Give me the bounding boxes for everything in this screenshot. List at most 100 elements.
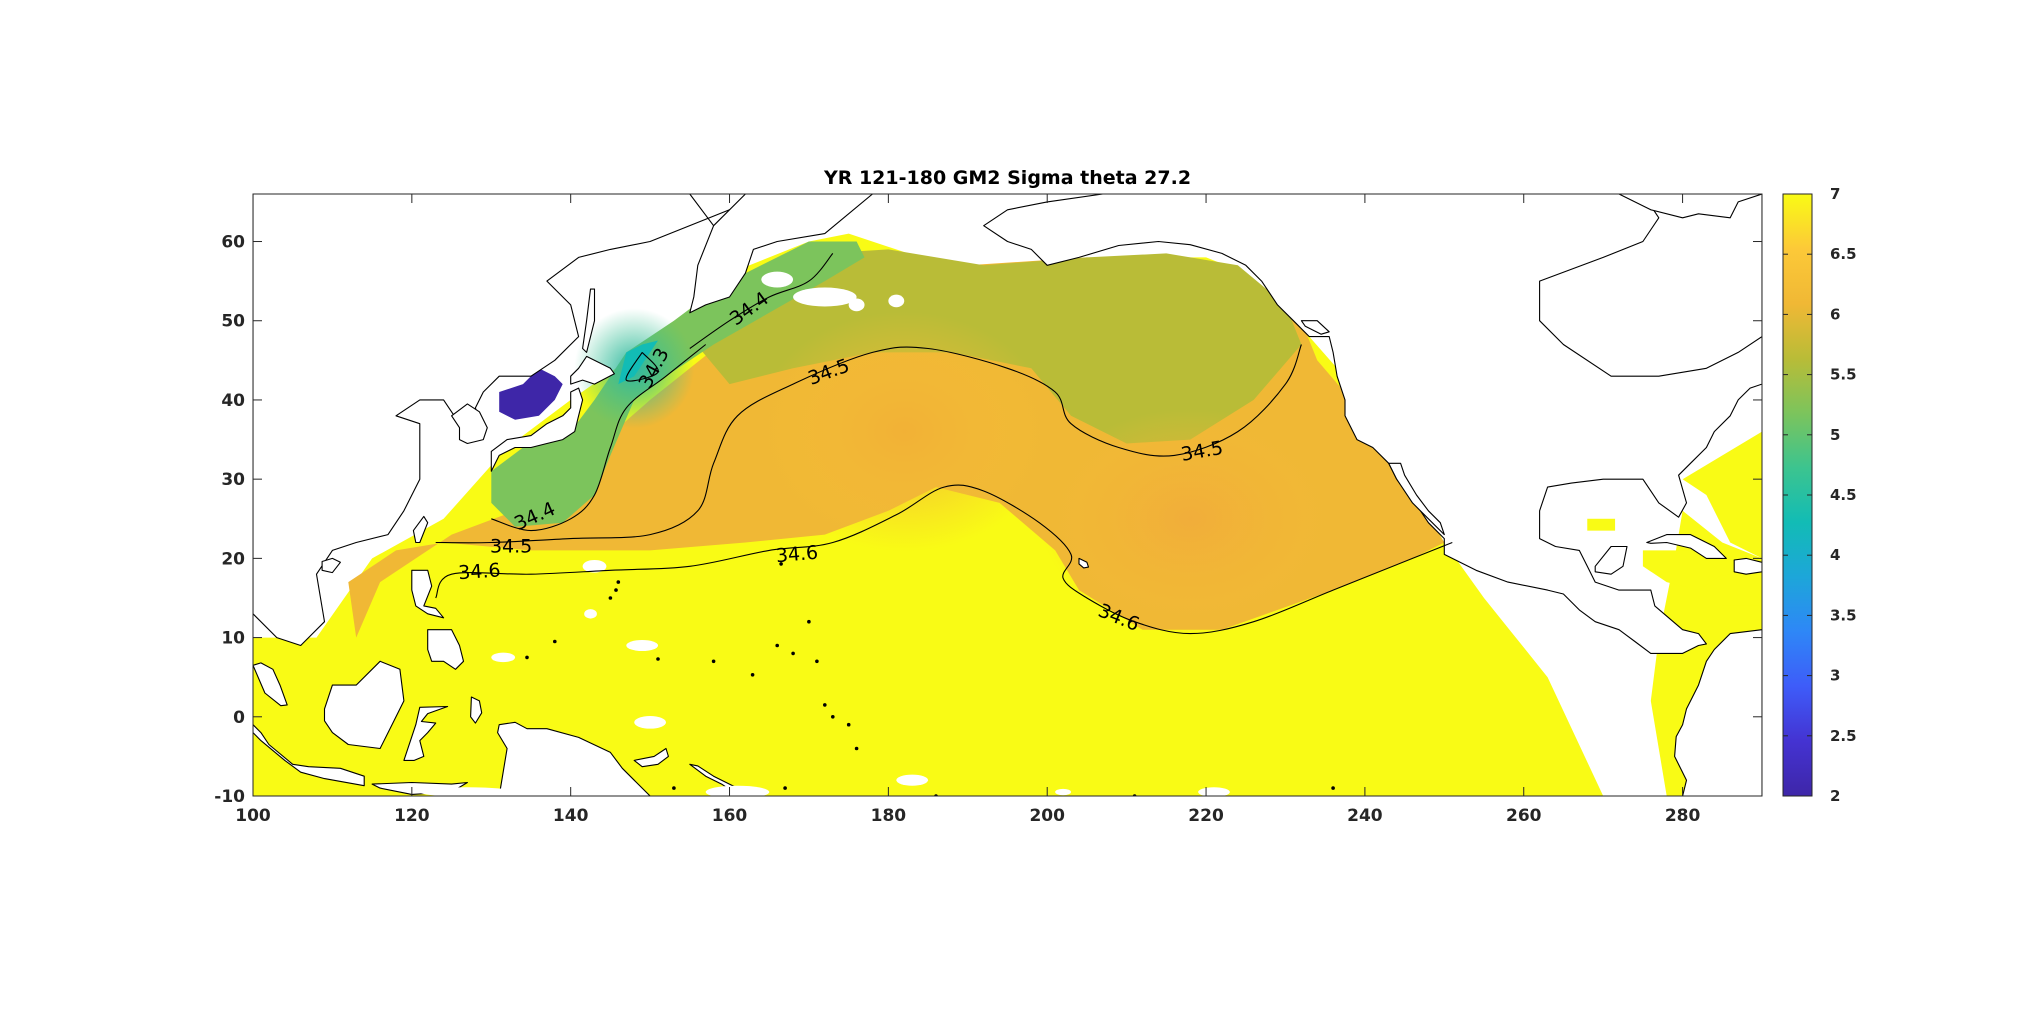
island-dot xyxy=(1331,786,1335,790)
hawaii-land xyxy=(1078,557,1090,569)
ocean-field xyxy=(253,233,1762,796)
land-mask xyxy=(253,194,1762,796)
no-data-patch xyxy=(491,652,516,663)
island-dot xyxy=(608,596,613,600)
colorbar-ticks: 7 6.5 6 5.5 5 4.5 4 3.5 3 2.5 2 xyxy=(1783,185,1857,805)
island-dot xyxy=(711,659,716,664)
y-tick-label: 20 xyxy=(221,549,245,569)
salinity-contours xyxy=(435,253,1453,635)
y-axis: 60 50 40 30 20 10 0 -10 xyxy=(214,233,1762,807)
y-tick-label: 30 xyxy=(221,470,245,490)
y-tick-label: 40 xyxy=(221,391,245,411)
contour-label: 34.5 xyxy=(490,536,532,558)
contour-34-3 xyxy=(625,352,659,382)
y-tick-label: 50 xyxy=(221,312,245,332)
island-dot xyxy=(614,588,618,592)
hokkaido-land xyxy=(570,355,615,385)
island-dot xyxy=(791,651,795,656)
no-data-patch xyxy=(705,785,770,796)
colorbar-tick-label: 5 xyxy=(1830,426,1840,444)
borneo-land xyxy=(323,660,405,750)
x-tick-label: 220 xyxy=(1188,806,1224,826)
south-america-land xyxy=(1674,629,1762,796)
y-tick-label: 0 xyxy=(233,708,245,728)
x-axis: 100 120 140 160 180 200 220 240 260 280 xyxy=(235,194,1700,826)
atlantic-field xyxy=(1658,431,1762,638)
vancouver-land xyxy=(1300,320,1330,335)
contour-34-4 xyxy=(689,253,834,349)
korea-land xyxy=(451,403,488,445)
contour-34-5 xyxy=(435,344,1302,544)
colorbar: 7 6.5 6 5.5 5 4.5 4 3.5 3 2.5 2 xyxy=(1782,185,1857,805)
sumatra-java-land xyxy=(253,724,365,787)
island-dot xyxy=(656,657,660,661)
sakhalin-land xyxy=(582,288,596,353)
colorbar-tick-label: 2 xyxy=(1830,787,1840,805)
x-tick-label: 280 xyxy=(1665,806,1701,826)
no-data-patch xyxy=(634,715,666,729)
no-data-patch xyxy=(419,787,516,796)
colorbar-tick-label: 6 xyxy=(1830,305,1840,323)
y-tick-label: 10 xyxy=(221,629,245,649)
colorbar-tick-label: 4 xyxy=(1830,546,1840,564)
island-dot xyxy=(672,786,676,790)
baja-land xyxy=(1388,462,1445,536)
x-tick-label: 140 xyxy=(553,806,589,826)
y-tick-label: 60 xyxy=(221,233,245,253)
island-dot xyxy=(783,786,787,790)
contour-label: 34.6 xyxy=(775,542,819,568)
island-dot xyxy=(854,746,859,751)
no-data-patch xyxy=(848,298,865,312)
no-data-patch xyxy=(1055,788,1072,796)
luzon-land xyxy=(411,569,445,619)
chart-title: YR 121-180 GM2 Sigma theta 27.2 xyxy=(823,167,1191,189)
no-data-patch xyxy=(582,559,607,573)
no-data-patch xyxy=(584,609,597,619)
island-dot xyxy=(750,673,755,677)
colorbar-tick-label: 5.5 xyxy=(1830,366,1857,384)
sulawesi-land xyxy=(403,705,449,761)
colorbar-tick-label: 3.5 xyxy=(1830,606,1857,624)
gulf-patch xyxy=(1587,518,1616,531)
x-tick-label: 240 xyxy=(1347,806,1383,826)
y-tick-label: -10 xyxy=(214,787,245,807)
gyre-core-west xyxy=(754,311,1055,552)
x-tick-label: 120 xyxy=(394,806,430,826)
island-dot xyxy=(616,580,621,584)
contour-34-4 xyxy=(491,344,707,532)
island-dot xyxy=(775,643,779,648)
island-dot xyxy=(815,659,819,664)
nw-pacific-field xyxy=(491,241,865,527)
island-dot xyxy=(807,619,811,624)
island-dot xyxy=(846,722,851,727)
greenland-land xyxy=(1618,194,1762,219)
japan-land xyxy=(490,387,584,472)
colorbar-tick-label: 3 xyxy=(1830,667,1840,685)
caribbean-field xyxy=(1642,550,1723,591)
philippines-south-land xyxy=(427,629,465,670)
north-america-land xyxy=(983,194,1762,654)
x-tick-label: 260 xyxy=(1506,806,1542,826)
colorbar-tick-label: 4.5 xyxy=(1830,486,1857,504)
island-dot xyxy=(779,562,783,566)
new-guinea-land xyxy=(497,721,651,796)
yucatan-land xyxy=(1594,545,1628,575)
gyre-core-east xyxy=(1040,408,1341,629)
no-data-patch xyxy=(1579,711,1612,723)
hispaniola-land xyxy=(1733,557,1762,575)
no-data-patch xyxy=(626,639,659,652)
island-dot xyxy=(831,715,835,719)
sea-of-japan-field xyxy=(499,368,563,420)
x-tick-label: 180 xyxy=(871,806,907,826)
colorbar-tick-label: 7 xyxy=(1830,185,1840,203)
no-data-patch xyxy=(793,287,857,307)
x-tick-label: 100 xyxy=(235,806,271,826)
kamchatka-land xyxy=(689,194,874,314)
no-data-patch xyxy=(1198,787,1230,796)
halmahera-land xyxy=(470,696,483,724)
no-data-patch xyxy=(761,271,794,288)
island-dot xyxy=(525,655,529,660)
new-britain-land xyxy=(633,747,669,768)
